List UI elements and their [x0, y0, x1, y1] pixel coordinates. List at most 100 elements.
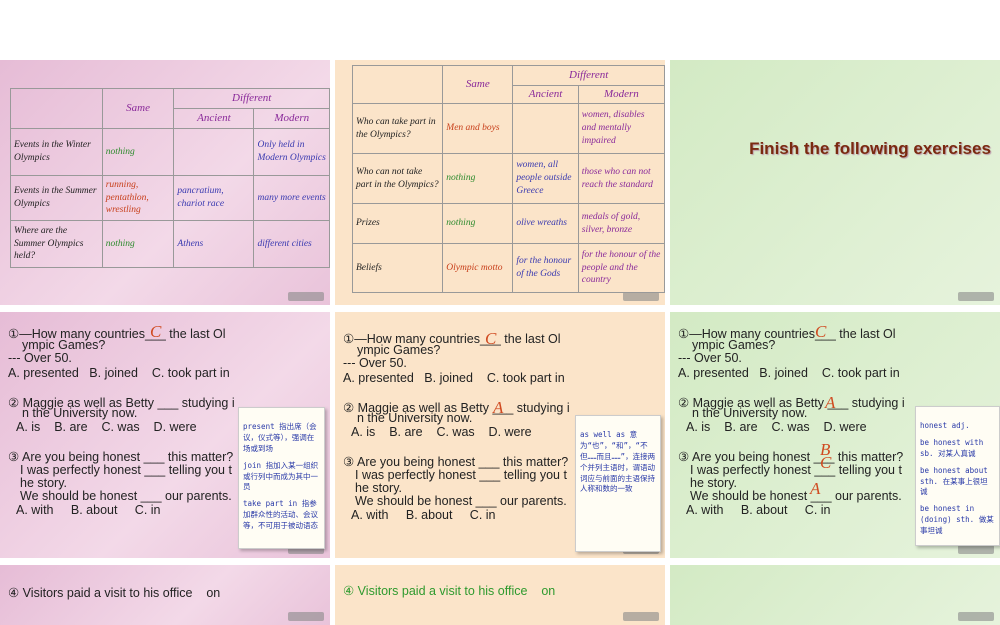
- header-cell: [10, 88, 103, 129]
- exercise-line: ①—How many countries___ the last Ol: [343, 332, 561, 346]
- logo: [623, 612, 659, 621]
- answer: A: [825, 393, 836, 412]
- logo: [958, 545, 994, 554]
- table-cell: [173, 128, 255, 176]
- exercise-line: A. with B. about C. in: [686, 503, 831, 517]
- exercise-line: I was perfectly honest ___ telling you t: [355, 468, 567, 482]
- table-cell: nothing: [442, 153, 514, 204]
- header-row: Ancient Modern: [353, 85, 665, 104]
- table-cell: different cities: [253, 220, 330, 268]
- exercise-line: A. with B. about C. in: [351, 508, 496, 522]
- answer: C: [150, 322, 162, 341]
- note-card: honest adj. be honest with sb. 对某人真诚 be ho…: [915, 406, 1000, 546]
- note-text: take part in 指参加群众性的活动、会议等，不可用于被动语态: [243, 499, 318, 530]
- exercise-line: ympic Games?: [22, 338, 106, 352]
- note-text: be honest about sth. 在某事上很坦诚: [920, 465, 988, 497]
- exercise-line: We should be honest ___ our parents.: [690, 489, 902, 503]
- exercise-line: We should be honest ___ our parents.: [20, 489, 232, 503]
- exercise-line: he story.: [20, 476, 68, 490]
- slide: [670, 565, 1000, 625]
- logo: [958, 292, 994, 301]
- table-cell: Where are the Summer Olympics held?: [10, 220, 103, 268]
- table-cell: Athens: [173, 220, 255, 268]
- header-cell: Different: [512, 65, 665, 86]
- header-cell: Different: [173, 88, 330, 109]
- exercise-line: --- Over 50.: [343, 356, 407, 370]
- exercise-line: ①—How many countries___ the last Ol: [8, 327, 226, 341]
- slide: Same Different Ancient Modern Events in the …: [0, 60, 330, 305]
- table-cell: Olympic motto: [442, 243, 514, 293]
- exercise-line: he story.: [355, 481, 403, 495]
- table-cell: Men and boys: [442, 103, 514, 154]
- exercise-line: ympic Games?: [692, 338, 776, 352]
- header-row: Ancient Modern: [11, 108, 330, 129]
- header-cell: Same: [101, 88, 175, 129]
- slide: Same Different Ancient Modern Who can take p…: [335, 60, 665, 305]
- comparison-table: Same Different Ancient Modern Events in the …: [10, 88, 330, 268]
- table-cell: Only held in Modern Olympics: [253, 128, 330, 176]
- slide: ①—How many countries___ the last Ol ympic…: [670, 312, 1000, 558]
- slide: ①—How many countries___ the last Ol ympic…: [0, 312, 330, 558]
- table-cell: nothing: [101, 128, 175, 176]
- table-cell: Events in the Winter Olympics: [10, 128, 103, 176]
- exercise-line: ①—How many countries___ the last Ol: [678, 327, 896, 341]
- table-row: Events in the Summer Olympics running, pe…: [10, 175, 330, 221]
- exercise-line: ympic Games?: [357, 343, 441, 357]
- table-cell: Beliefs: [351, 243, 444, 293]
- table-cell: many more events: [253, 175, 330, 221]
- exercise-line: I was perfectly honest ___ telling you t: [20, 463, 232, 477]
- note-card: as well as 意为“也”，“和”，“不但……而且……”，连接两个并列主语…: [575, 415, 661, 552]
- header-cell: Modern: [253, 108, 330, 129]
- table-cell: Events in the Summer Olympics: [10, 175, 103, 221]
- table-cell: pancratium, chariot race: [173, 175, 255, 221]
- exercise-line: A. is B. are C. was D. were: [351, 425, 532, 439]
- answer: C: [820, 453, 832, 472]
- logo: [288, 612, 324, 621]
- exercise-line: ② Maggie as well as Betty ___ studying i: [343, 401, 570, 415]
- header-cell: Ancient: [512, 85, 579, 104]
- table-cell: medals of gold, silver, bronze: [577, 203, 665, 244]
- slide-title: Finish the following exercises: [749, 139, 991, 158]
- table-cell: running, pentathlon, wrestling: [101, 175, 175, 221]
- slide: ④ Visitors paid a visit to his office on: [335, 565, 665, 625]
- exercise-line: A. is B. are C. was D. were: [686, 420, 867, 434]
- table-row: Where are the Summer Olympics held? nothi…: [10, 220, 330, 268]
- answer: C: [485, 329, 497, 348]
- exercise-line: ④ Visitors paid a visit to his office on: [8, 586, 221, 600]
- table-cell: those who can not reach the standard: [577, 153, 665, 204]
- logo: [623, 292, 659, 301]
- table-cell: women, all people outside Greece: [512, 153, 579, 204]
- header-row: Same Different: [351, 65, 665, 104]
- exercise-line: A. presented B. joined C. took part in: [8, 366, 230, 380]
- table-cell: for the honour of the Gods: [512, 243, 579, 293]
- exercise-line: ③ Are you being honest ___ this matter?: [343, 455, 569, 469]
- exercise-line: I was perfectly honest ___ telling you t: [690, 463, 902, 477]
- slide: ①—How many countries___ the last Ol ympic…: [335, 312, 665, 558]
- table-row: Who can take part in the Olympics? Men an…: [351, 103, 665, 154]
- logo: [288, 545, 324, 554]
- table-cell: nothing: [101, 220, 175, 268]
- answer: A: [493, 398, 504, 417]
- comparison-table: Same Different Ancient Modern Who can take p…: [351, 65, 665, 293]
- table-cell: olive wreaths: [512, 203, 579, 244]
- table-row: Who can not take part in the Olympics? no…: [351, 153, 665, 204]
- exercise-line: he story.: [690, 476, 738, 490]
- note-card: present 指出席（会议，仪式等），强调在场或到场 join 指加入某一组织或…: [238, 407, 325, 549]
- exercise-line: n the University now.: [22, 406, 138, 420]
- header-cell: Modern: [577, 85, 665, 104]
- exercise-line: A. presented B. joined C. took part in: [343, 371, 565, 385]
- exercise-line: A. presented B. joined C. took part in: [678, 366, 900, 380]
- note-text: present 指出席（会议，仪式等），强调在场或到场: [243, 422, 317, 453]
- exercise-line: ② Maggie as well as Betty ___ studying i: [678, 396, 905, 410]
- header-cell: [351, 65, 444, 104]
- note-text: honest adj.: [920, 421, 970, 430]
- answer: B: [820, 440, 831, 459]
- table-row: Events in the Winter Olympics nothing Only…: [10, 128, 330, 176]
- note-text: be honest with sb. 对某人真诚: [920, 437, 984, 458]
- exercise-line: n the University now.: [357, 411, 473, 425]
- table-cell: for the honour of the people and the cou…: [577, 243, 665, 293]
- table-row: Prizes nothing olive wreaths medals of gold…: [351, 203, 665, 244]
- exercise-line: ② Maggie as well as Betty ___ studying i: [8, 396, 235, 410]
- exercise-line: --- Over 50.: [678, 351, 742, 365]
- table-cell: Who can not take part in the Olympics?: [351, 153, 444, 204]
